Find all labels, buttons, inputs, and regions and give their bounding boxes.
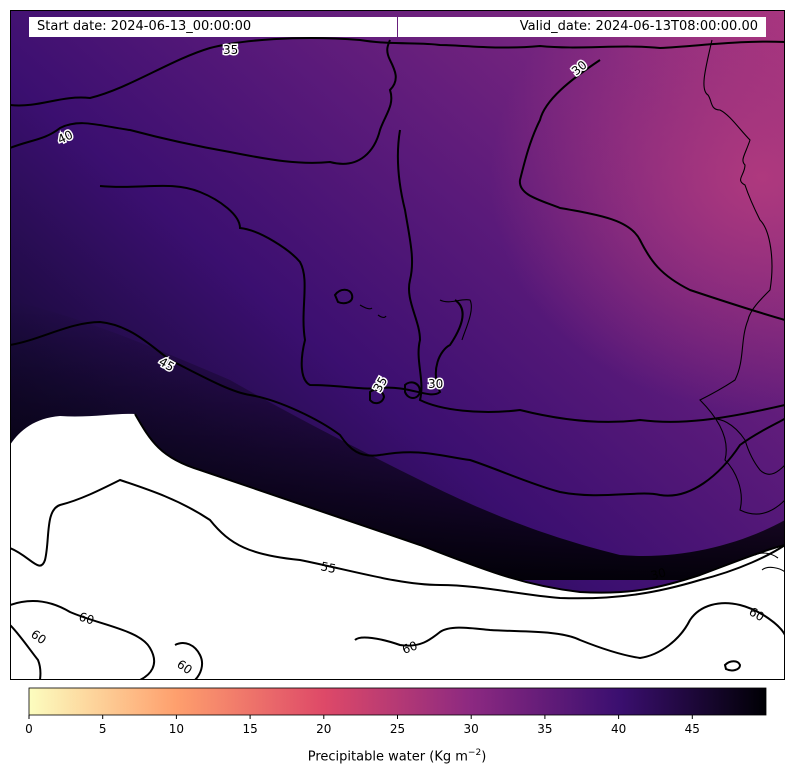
colorbar: 0 5 10 15 20 25 30 35 40 45	[25, 687, 767, 736]
colorbar-tick-label: 10	[169, 722, 184, 736]
contour-60-west	[10, 600, 156, 680]
contour-label: 30	[649, 565, 667, 582]
precipitable-water-map: 35 30 40 45 35 30 55 30 60 60 60 60 60	[10, 10, 785, 680]
colorbar-tick-label: 30	[464, 722, 479, 736]
valid-date-label: Valid_date: 2024-06-13T08:00:00.00	[398, 17, 766, 37]
colorbar-tick-label: 0	[25, 722, 33, 736]
contour-50	[134, 413, 785, 594]
contour-60-south	[174, 642, 204, 680]
coastline-east-2	[704, 418, 785, 475]
coastline-east	[699, 39, 785, 515]
colorbar-tick-label: 35	[537, 722, 552, 736]
contour-60-sw	[10, 624, 42, 680]
contour-30-east	[518, 59, 785, 321]
coastline-islands	[359, 299, 472, 341]
colorbar-tick-label: 5	[99, 722, 107, 736]
map-frame	[10, 10, 785, 680]
contour-label: 60	[747, 604, 767, 624]
coastline-se	[754, 552, 785, 573]
contour-35-south	[396, 129, 785, 423]
contour-island-2	[369, 388, 386, 405]
contour-45	[10, 320, 785, 497]
contour-55	[10, 478, 785, 600]
missing-data-region	[10, 413, 785, 680]
colorbar-label: Precipitable water (Kg m−2)	[307, 748, 487, 765]
contour-40-mid	[99, 184, 464, 396]
contour-label: 60	[400, 638, 419, 656]
contour-label: 55	[319, 559, 337, 576]
colorbar-gradient	[28, 687, 767, 716]
contour-island-4	[723, 660, 742, 672]
contour-island-1	[333, 288, 354, 305]
colorbar-tick-label: 40	[611, 722, 626, 736]
colorbar-tick-label: 45	[685, 722, 700, 736]
contour-island-3	[404, 381, 422, 399]
colorbar-tick-label: 20	[316, 722, 331, 736]
contour-40-west	[10, 39, 397, 165]
colorbar-ticks: 0 5 10 15 20 25 30 35 40 45	[25, 715, 700, 736]
colorbar-tick-label: 15	[242, 722, 257, 736]
contour-label: 35	[223, 43, 238, 57]
contour-35-north	[10, 37, 785, 107]
contour-label: 60	[77, 610, 96, 628]
start-date-label: Start date: 2024-06-13_00:00:00	[29, 17, 397, 37]
contour-60-mid	[354, 602, 785, 660]
colorbar-tick-label: 25	[390, 722, 405, 736]
contour-label: 30	[428, 377, 443, 391]
